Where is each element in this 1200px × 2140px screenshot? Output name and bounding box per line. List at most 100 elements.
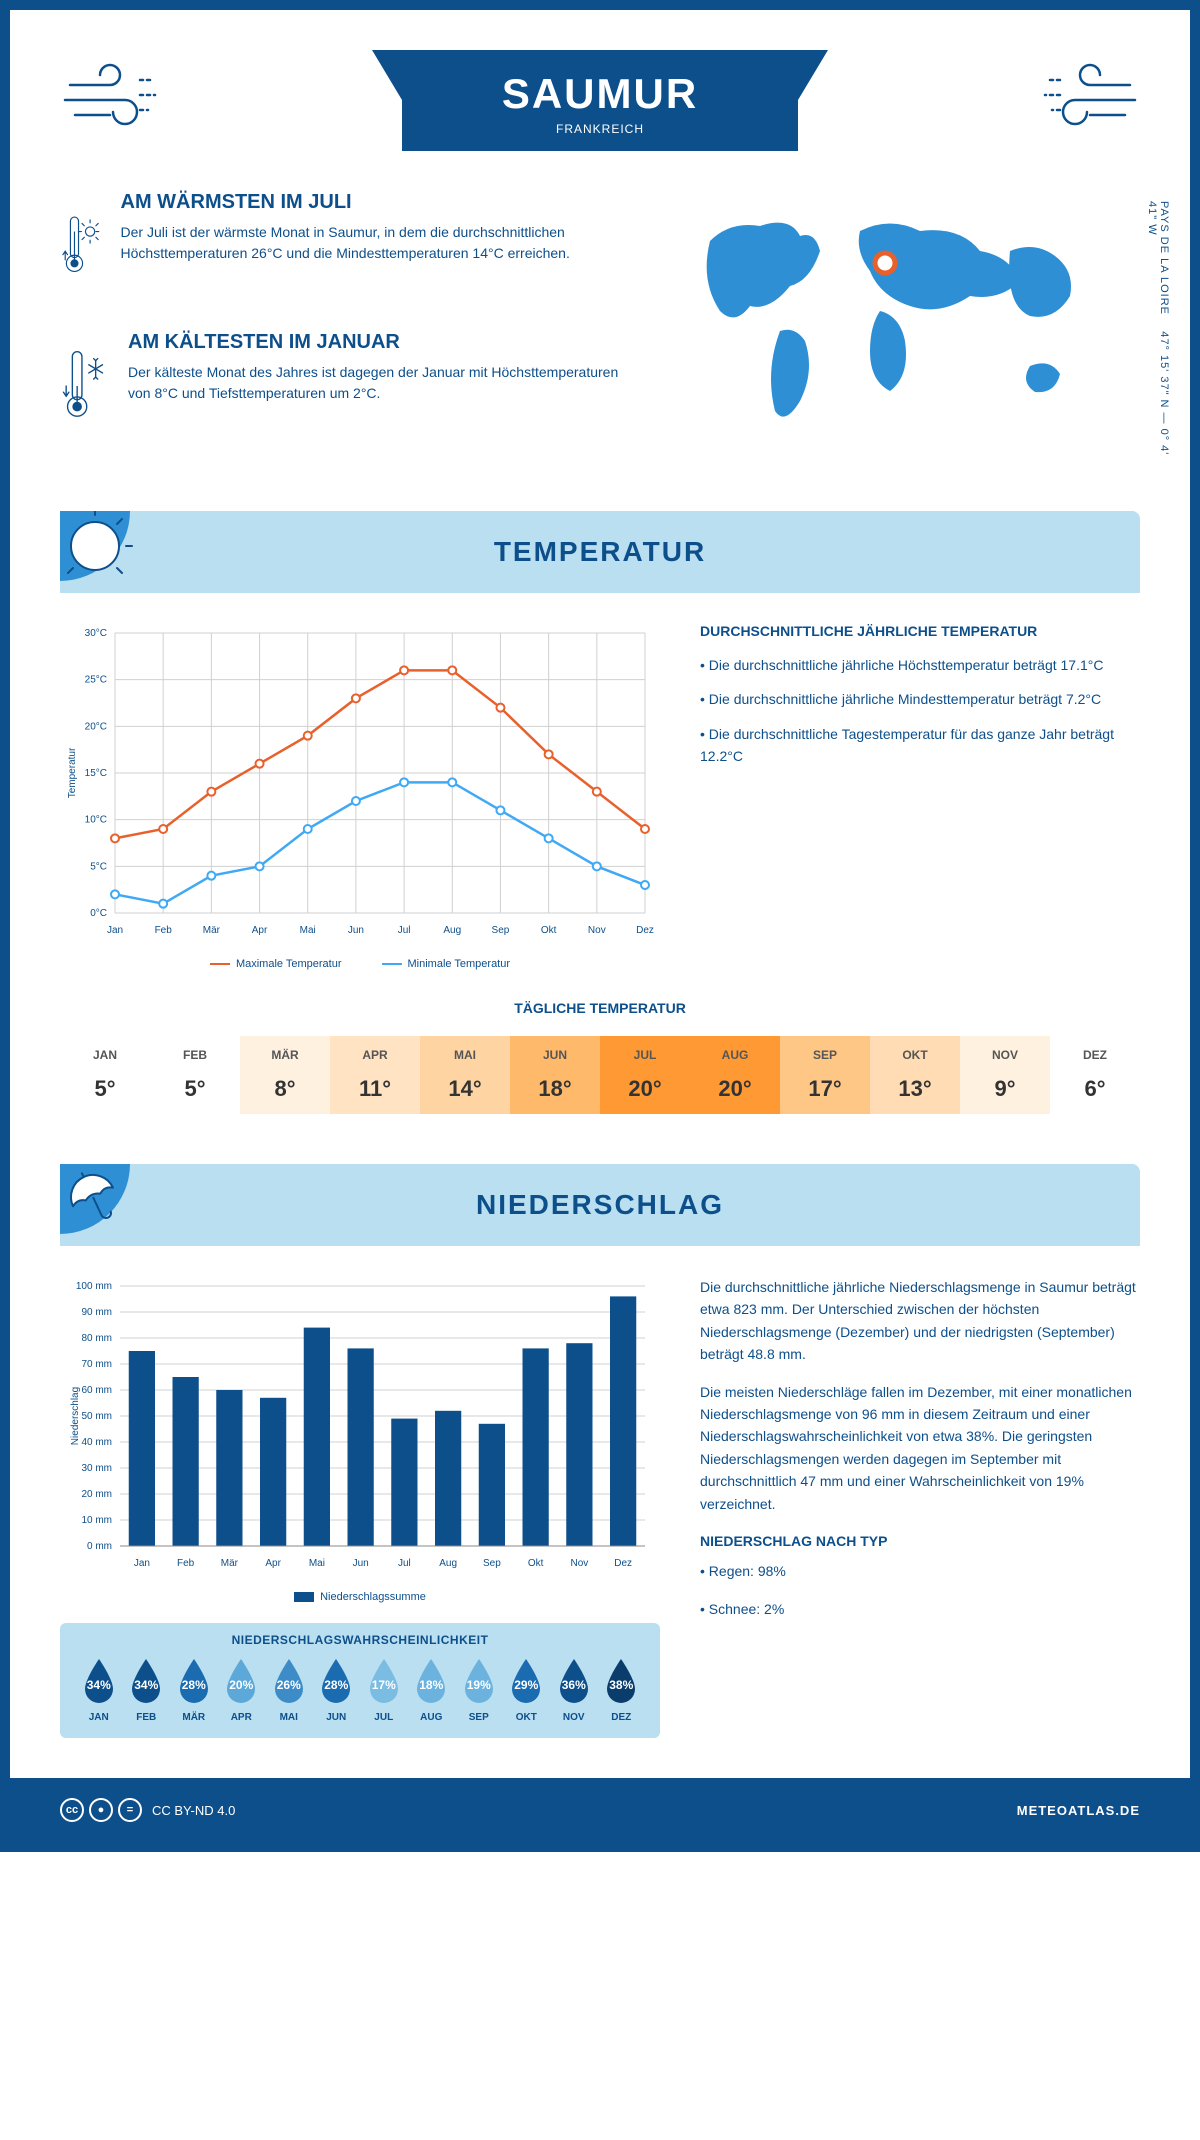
svg-text:20 mm: 20 mm [81,1489,112,1500]
temp-info: DURCHSCHNITTLICHE JÄHRLICHE TEMPERATUR •… [700,623,1140,970]
svg-text:Mär: Mär [203,925,221,936]
temp-info-title: DURCHSCHNITTLICHE JÄHRLICHE TEMPERATUR [700,623,1140,639]
prob-cell: 34%JAN [75,1657,123,1723]
svg-text:Sep: Sep [483,1558,501,1569]
wind-icon [60,60,180,140]
svg-text:30°C: 30°C [85,628,107,639]
raindrop-icon: 34% [79,1657,119,1707]
prob-cell: 38%DEZ [598,1657,646,1723]
temp-section-header: TEMPERATUR [60,511,1140,593]
svg-text:Aug: Aug [443,925,461,936]
temp-title: TEMPERATUR [60,536,1140,568]
svg-text:60 mm: 60 mm [81,1385,112,1396]
prob-cell: 28%MÄR [170,1657,218,1723]
raindrop-icon: 18% [411,1657,451,1707]
title-banner: SAUMUR FRANKREICH [402,50,798,151]
precip-title: NIEDERSCHLAG [60,1189,1140,1221]
prob-cell: 18%AUG [408,1657,456,1723]
site-name: METEOATLAS.DE [1017,1803,1140,1818]
svg-text:Jan: Jan [134,1558,150,1569]
daily-cell: DEZ6° [1050,1036,1140,1114]
prob-cell: 17%JUL [360,1657,408,1723]
svg-text:Feb: Feb [155,925,173,936]
prob-cell: 34%FEB [123,1657,171,1723]
world-map: PAYS DE LA LOIRE 47° 15' 37" N — 0° 4' 4… [680,191,1140,471]
svg-text:5°C: 5°C [90,861,107,872]
coordinates: PAYS DE LA LOIRE 47° 15' 37" N — 0° 4' 4… [1146,201,1170,471]
svg-text:70 mm: 70 mm [81,1359,112,1370]
svg-text:90 mm: 90 mm [81,1307,112,1318]
svg-text:Apr: Apr [265,1558,281,1569]
svg-text:Dez: Dez [636,925,654,936]
prob-cell: 20%APR [218,1657,266,1723]
svg-text:Feb: Feb [177,1558,195,1569]
raindrop-icon: 28% [316,1657,356,1707]
daily-cell: MAI14° [420,1036,510,1114]
svg-text:Mai: Mai [300,925,316,936]
precipitation-bar-chart: 0 mm10 mm20 mm30 mm40 mm50 mm60 mm70 mm8… [60,1276,660,1576]
svg-text:Jan: Jan [107,925,123,936]
daily-cell: FEB5° [150,1036,240,1114]
raindrop-icon: 20% [221,1657,261,1707]
svg-text:Sep: Sep [492,925,510,936]
prob-cell: 19%SEP [455,1657,503,1723]
raindrop-icon: 28% [174,1657,214,1707]
precip-section-header: NIEDERSCHLAG [60,1164,1140,1246]
daily-cell: SEP17° [780,1036,870,1114]
prob-cell: 29%OKT [503,1657,551,1723]
svg-text:Okt: Okt [541,925,557,936]
svg-text:20°C: 20°C [85,721,107,732]
wind-icon [1020,60,1140,140]
svg-text:Dez: Dez [614,1558,632,1569]
raindrop-icon: 17% [364,1657,404,1707]
umbrella-icon [60,1164,160,1264]
temp-legend: Maximale Temperatur Minimale Temperatur [60,958,660,970]
city-name: SAUMUR [502,70,698,118]
raindrop-icon: 19% [459,1657,499,1707]
country-name: FRANKREICH [502,122,698,136]
svg-text:0°C: 0°C [90,908,107,919]
raindrop-icon: 36% [554,1657,594,1707]
svg-text:10°C: 10°C [85,815,107,826]
prob-cell: 26%MAI [265,1657,313,1723]
prob-cell: 36%NOV [550,1657,598,1723]
raindrop-icon: 29% [506,1657,546,1707]
daily-cell: JUN18° [510,1036,600,1114]
svg-text:Aug: Aug [439,1558,457,1569]
daily-temp-title: TÄGLICHE TEMPERATUR [60,1000,1140,1016]
sun-icon [60,511,160,611]
svg-text:50 mm: 50 mm [81,1411,112,1422]
precip-legend: Niederschlagssumme [60,1591,660,1603]
raindrop-icon: 26% [269,1657,309,1707]
svg-text:40 mm: 40 mm [81,1437,112,1448]
coldest-text: Der kälteste Monat des Jahres ist dagege… [128,362,640,404]
daily-cell: JAN5° [60,1036,150,1114]
svg-text:15°C: 15°C [85,768,107,779]
daily-temp-table: JAN5°FEB5°MÄR8°APR11°MAI14°JUN18°JUL20°A… [60,1036,1140,1114]
precip-info: Die durchschnittliche jährliche Niedersc… [700,1276,1140,1738]
cc-icons: cc●= [60,1798,142,1822]
svg-text:Mai: Mai [309,1558,325,1569]
svg-text:Mär: Mär [221,1558,239,1569]
temperature-line-chart: 0°C5°C10°C15°C20°C25°C30°CJanFebMärAprMa… [60,623,660,970]
daily-cell: MÄR8° [240,1036,330,1114]
daily-cell: APR11° [330,1036,420,1114]
svg-text:Jul: Jul [398,925,411,936]
svg-text:Nov: Nov [588,925,606,936]
coldest-title: AM KÄLTESTEN IM JANUAR [128,331,640,354]
header: SAUMUR FRANKREICH [60,50,1140,151]
svg-text:Jun: Jun [348,925,364,936]
raindrop-icon: 34% [126,1657,166,1707]
svg-text:Niederschlag: Niederschlag [70,1387,81,1445]
raindrop-icon: 38% [601,1657,641,1707]
license-text: CC BY-ND 4.0 [152,1803,235,1818]
thermometer-hot-icon [60,191,101,301]
daily-cell: NOV9° [960,1036,1050,1114]
svg-text:Nov: Nov [570,1558,588,1569]
coldest-block: AM KÄLTESTEN IM JANUAR Der kälteste Mona… [60,331,640,441]
daily-cell: AUG20° [690,1036,780,1114]
thermometer-cold-icon [60,331,108,441]
svg-text:Temperatur: Temperatur [67,747,78,798]
svg-text:Jul: Jul [398,1558,411,1569]
svg-text:10 mm: 10 mm [81,1515,112,1526]
